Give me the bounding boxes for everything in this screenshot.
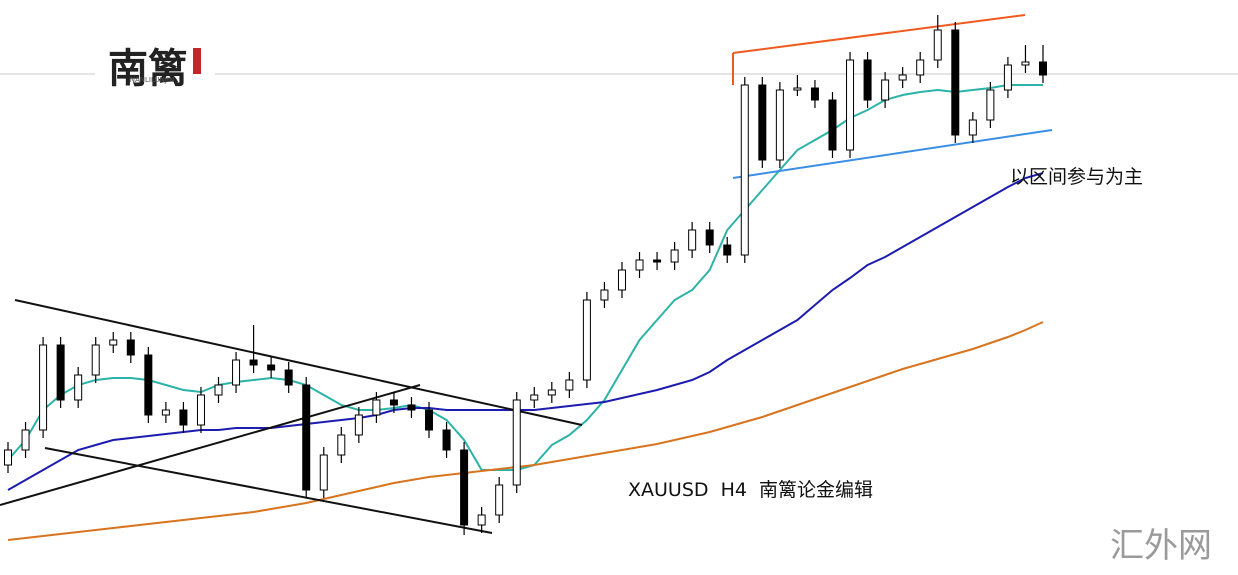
candle-body [968, 119, 977, 136]
candle-body [810, 87, 819, 101]
candle-body [688, 229, 697, 251]
candle-body [4, 449, 12, 466]
candle-body [740, 84, 749, 256]
candle-body [565, 379, 574, 391]
candle-body [249, 359, 258, 366]
candle-body [1021, 61, 1030, 66]
candle-body [319, 454, 328, 491]
candle-body [600, 289, 609, 301]
candle-body [179, 409, 188, 426]
moving-average [7, 321, 1044, 541]
candle-body [582, 299, 591, 381]
watermark: 汇外网 [1110, 526, 1212, 566]
candle-body [232, 359, 241, 386]
candle-body [161, 409, 170, 416]
candle-body [56, 344, 65, 401]
candle-body [547, 389, 556, 396]
candle-body [267, 364, 276, 371]
moving-average [7, 84, 1043, 471]
candle-body [74, 374, 83, 401]
candle-body [828, 99, 837, 151]
candle-body [302, 384, 311, 491]
logo: 南篱 [108, 45, 188, 92]
candle-body [863, 59, 872, 101]
candle-body [758, 84, 767, 161]
candle-body [425, 409, 434, 431]
candle-body [109, 339, 118, 346]
caption: XAUUSD H4 南篱论金编辑 [628, 479, 873, 501]
candle-body [1039, 61, 1047, 76]
candle-body [354, 414, 363, 436]
candle-body [530, 394, 539, 401]
candle-body [1003, 64, 1012, 91]
candle-body [284, 369, 293, 386]
candle-body [495, 484, 504, 516]
candle-body [775, 89, 784, 161]
candle-body [126, 339, 135, 356]
candle-body [512, 399, 521, 486]
candle-body [144, 354, 153, 416]
candle-body [214, 384, 223, 396]
candle-body [442, 429, 451, 451]
candle-body [460, 449, 469, 526]
candle-body [617, 269, 626, 291]
candle-body [846, 59, 855, 151]
candle-body [793, 87, 802, 91]
candle-body [337, 434, 346, 456]
candle-body [477, 514, 486, 526]
annotation: 以区间参与为主 [1010, 166, 1143, 188]
candle-body [91, 344, 100, 376]
moving-average [7, 172, 1044, 491]
candle-body [196, 394, 205, 426]
candles [4, 15, 1047, 535]
candle-body [933, 29, 942, 61]
candle-body [705, 229, 714, 246]
candle-body [951, 29, 960, 136]
logo-seal [193, 48, 201, 74]
trend-lines [0, 14, 1053, 534]
candle-body [898, 74, 907, 81]
candle-body [407, 404, 416, 411]
candle-body [39, 344, 48, 431]
logo-subtitle: NANLILUNJIN [130, 76, 175, 84]
candle-body [670, 249, 679, 263]
candle-body [21, 429, 30, 451]
candle-body [986, 89, 995, 121]
candle-body [389, 399, 398, 406]
candle-body [372, 399, 381, 416]
candle-body [653, 259, 662, 263]
candle-body [916, 59, 925, 76]
moving-averages [7, 84, 1044, 541]
candle-body [635, 259, 644, 271]
candle-body [723, 244, 732, 256]
candle-body [881, 79, 890, 101]
